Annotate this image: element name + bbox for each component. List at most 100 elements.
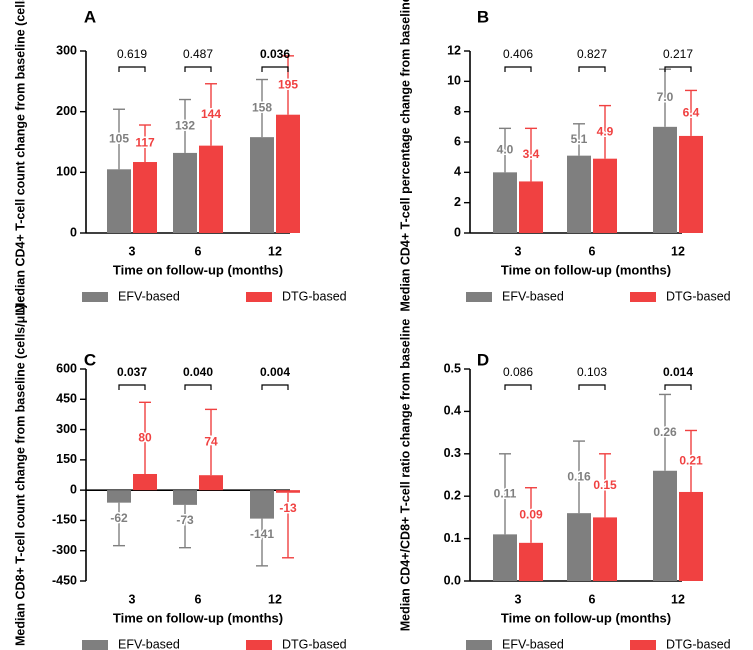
panel-d-legend-label-dtg: DTG-based <box>666 637 731 650</box>
panel-a-pvalue: 0.619 <box>117 47 147 61</box>
panel-d-ytick-label: 0.4 <box>444 404 461 418</box>
panel-c-xtick-label: 3 <box>129 592 136 606</box>
panel-c-bar-efv <box>107 490 131 503</box>
panel-a-legend-label-efv: EFV-based <box>118 289 180 303</box>
panel-b-value-label-efv: 5.1 <box>571 132 588 146</box>
panel-b-x-title: Time on follow-up (months) <box>501 262 671 277</box>
panel-c-value-label-efv: -62 <box>110 511 128 525</box>
panel-a-bar-efv <box>173 152 197 233</box>
panel-c-legend-swatch-dtg <box>246 640 272 650</box>
panel-b-pvalue: 0.406 <box>503 47 533 61</box>
panel-b-legend-swatch-dtg <box>630 292 656 302</box>
panel-a-xtick-label: 6 <box>195 244 202 258</box>
panel-d-pvalue: 0.103 <box>577 365 607 379</box>
panel-b-bar-dtg <box>593 158 617 233</box>
panel-c-ytick-label: -150 <box>52 513 77 527</box>
panel-b-pvalue: 0.827 <box>577 47 607 61</box>
panel-c-bar-efv <box>250 490 274 519</box>
panel-c-pvalue: 0.037 <box>117 365 147 379</box>
panel-d-value-label-dtg: 0.21 <box>679 453 703 467</box>
panel-a-legend-swatch-dtg <box>246 292 272 302</box>
panel-d-value-label-efv: 0.26 <box>653 425 677 439</box>
panel-b-pvalue-bracket <box>664 66 692 72</box>
panel-c-letter: C <box>84 350 96 369</box>
panel-d-pvalue-bracket <box>664 384 692 390</box>
panel-c-legend-label-efv: EFV-based <box>118 637 180 650</box>
panel-a-value-label-dtg: 144 <box>201 107 221 121</box>
panel-d-letter: D <box>477 350 489 369</box>
panel-c-legend-swatch-efv <box>82 640 108 650</box>
panel-c-pvalue-bracket <box>261 384 289 390</box>
panel-d-pvalue: 0.086 <box>503 365 533 379</box>
panel-d-pvalue-bracket <box>504 384 532 390</box>
panel-d-y-title: Median CD4+/CD8+ T-cell ratio change fro… <box>398 319 412 632</box>
panel-d-ytick-label: 0.0 <box>444 573 461 587</box>
panel-a-bar-efv <box>107 169 131 233</box>
panel-b-ytick-label: 6 <box>454 134 461 148</box>
panel-a-ytick-label: 100 <box>56 165 77 179</box>
panel-d-bar-dtg <box>593 517 617 581</box>
panel-c-ytick-label: -450 <box>52 573 77 587</box>
panel-a-value-label-dtg: 117 <box>135 136 155 150</box>
panel-b-xtick-label: 3 <box>515 244 522 258</box>
panel-a-pvalue-bracket <box>261 66 289 72</box>
panel-c-bar-dtg <box>276 490 300 493</box>
panel-d-bar-efv <box>567 513 591 581</box>
panel-b-pvalue: 0.217 <box>663 47 693 61</box>
panel-b-bar-efv <box>567 155 591 233</box>
panel-a-y-title: Median CD4+ T-cell count change from bas… <box>13 0 27 313</box>
panel-b-xtick-label: 6 <box>589 244 596 258</box>
panel-a-xtick-label: 3 <box>129 244 136 258</box>
panel-c-pvalue: 0.004 <box>260 365 290 379</box>
panel-c-pvalue: 0.040 <box>183 365 213 379</box>
panel-c-xtick-label: 12 <box>268 592 282 606</box>
panel-c-bar-efv <box>173 490 197 505</box>
panel-c-ytick-label: -300 <box>52 543 77 557</box>
panel-a-bar-dtg <box>199 145 223 233</box>
panel-d-bar-dtg <box>519 542 543 581</box>
panel-b-legend-label-dtg: DTG-based <box>666 289 731 303</box>
panel-c-ytick-label: 150 <box>56 452 77 466</box>
panel-b-ytick-label: 4 <box>454 165 461 179</box>
panel-b-ytick-label: 0 <box>454 225 461 239</box>
panel-c-value-label-dtg: 74 <box>204 434 218 448</box>
panel-b-value-label-efv: 7.0 <box>657 90 674 104</box>
panel-d-bar-dtg <box>679 491 703 581</box>
panel-d-legend-label-efv: EFV-based <box>502 637 564 650</box>
panel-d-xtick-label: 12 <box>671 592 685 606</box>
panel-b-value-label-efv: 4.0 <box>497 143 514 157</box>
panel-b-ytick-label: 2 <box>454 195 461 209</box>
panel-a-legend-swatch-efv <box>82 292 108 302</box>
panel-c-ytick-label: 600 <box>56 361 77 375</box>
panel-d-bar-efv <box>653 470 677 581</box>
panel-a-letter: A <box>84 7 96 26</box>
panel-d-ytick-label: 0.1 <box>444 531 461 545</box>
panel-c-ytick-label: 300 <box>56 422 77 436</box>
panel-d-xtick-label: 6 <box>589 592 596 606</box>
panel-a-bar-efv <box>250 137 274 233</box>
panel-d-ytick-label: 0.2 <box>444 488 461 502</box>
panel-b-ytick-label: 10 <box>447 74 461 88</box>
panel-c-pvalue-bracket <box>184 384 212 390</box>
panel-a-xtick-label: 12 <box>268 244 282 258</box>
panel-d-ytick-label: 0.3 <box>444 446 461 460</box>
panel-b-bar-efv <box>493 172 517 233</box>
panel-a-ytick-label: 0 <box>70 225 77 239</box>
panel-c-pvalue-bracket <box>118 384 146 390</box>
panel-a-bar-dtg <box>133 162 157 233</box>
panel-c-xtick-label: 6 <box>195 592 202 606</box>
panel-c-value-label-dtg: -13 <box>279 501 297 515</box>
panel-c-value-label-efv: -73 <box>176 513 194 527</box>
panel-d-legend-swatch-dtg <box>630 640 656 650</box>
panel-d-value-label-dtg: 0.09 <box>519 507 543 521</box>
panel-c-ytick-label: 0 <box>70 482 77 496</box>
panel-b-ytick-label: 12 <box>447 43 461 57</box>
panel-c-x-title: Time on follow-up (months) <box>113 610 283 625</box>
panel-a-value-label-efv: 158 <box>252 101 272 115</box>
panel-b-value-label-dtg: 4.9 <box>597 124 614 138</box>
panel-c-ytick-label: 450 <box>56 392 77 406</box>
panel-a-value-label-dtg: 195 <box>278 77 298 91</box>
panel-b-bar-dtg <box>519 181 543 233</box>
panel-a-value-label-efv: 132 <box>175 118 195 132</box>
